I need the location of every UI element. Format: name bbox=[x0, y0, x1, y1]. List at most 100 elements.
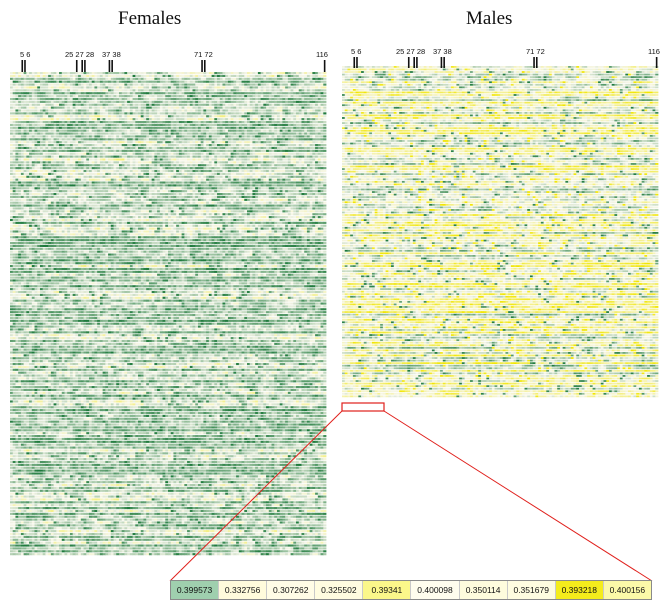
heatmap-cell bbox=[163, 144, 166, 146]
heatmap-cell bbox=[108, 89, 111, 91]
heatmap-cell bbox=[195, 138, 198, 140]
heatmap-cell bbox=[252, 101, 255, 103]
heatmap-cell bbox=[312, 167, 315, 169]
heatmap-cell bbox=[171, 124, 174, 126]
heatmap-cell bbox=[212, 118, 215, 120]
heatmap-cell bbox=[222, 158, 225, 160]
heatmap-cell bbox=[187, 130, 190, 132]
heatmap-cell bbox=[209, 153, 212, 155]
heatmap-cell bbox=[78, 133, 81, 135]
heatmap-cell bbox=[45, 107, 48, 109]
heatmap-cell bbox=[195, 121, 198, 123]
heatmap-cell bbox=[100, 141, 103, 143]
heatmap-cell bbox=[195, 133, 198, 135]
heatmap-cell bbox=[274, 164, 277, 166]
heatmap-cell bbox=[43, 170, 46, 172]
heatmap-cell bbox=[228, 84, 231, 86]
heatmap-cell bbox=[206, 107, 209, 109]
heatmap-cell bbox=[56, 78, 59, 80]
heatmap-cell bbox=[32, 121, 35, 123]
heatmap-cell bbox=[75, 153, 78, 155]
heatmap-cell bbox=[89, 98, 92, 100]
heatmap-cell bbox=[100, 92, 103, 94]
heatmap-cell bbox=[29, 112, 32, 114]
heatmap-cell bbox=[15, 115, 18, 117]
heatmap-cell bbox=[97, 153, 100, 155]
heatmap-cell bbox=[103, 78, 106, 80]
heatmap-cell bbox=[37, 112, 40, 114]
heatmap-cell bbox=[236, 144, 239, 146]
heatmap-cell bbox=[105, 135, 108, 137]
heatmap-cell bbox=[222, 130, 225, 132]
heatmap-cell bbox=[124, 118, 127, 120]
heatmap-cell bbox=[187, 127, 190, 129]
heatmap-cell bbox=[13, 95, 16, 97]
heatmap-cell bbox=[228, 89, 231, 91]
heatmap-cell bbox=[40, 138, 43, 140]
heatmap-cell bbox=[119, 153, 122, 155]
heatmap-cell bbox=[32, 138, 35, 140]
heatmap-cell bbox=[70, 84, 73, 86]
heatmap-cell bbox=[228, 112, 231, 114]
heatmap-cell bbox=[220, 144, 223, 146]
heatmap-cell bbox=[62, 164, 65, 166]
heatmap-cell bbox=[239, 98, 242, 100]
heatmap-cell bbox=[111, 156, 114, 158]
heatmap-cell bbox=[127, 124, 130, 126]
heatmap-cell bbox=[203, 115, 206, 117]
heatmap-cell bbox=[310, 164, 313, 166]
heatmap-cell bbox=[160, 84, 163, 86]
heatmap-cell bbox=[255, 127, 258, 129]
heatmap-cell bbox=[149, 153, 152, 155]
heatmap-cell bbox=[247, 130, 250, 132]
heatmap-cell bbox=[35, 101, 38, 103]
heatmap-cell bbox=[138, 167, 141, 169]
heatmap-cell bbox=[116, 101, 119, 103]
heatmap-cell bbox=[282, 86, 285, 88]
females-heatmap bbox=[10, 72, 326, 555]
heatmap-cell bbox=[247, 161, 250, 163]
heatmap-cell bbox=[182, 158, 185, 160]
heatmap-cell bbox=[70, 138, 73, 140]
heatmap-cell bbox=[239, 95, 242, 97]
heatmap-cell bbox=[81, 170, 84, 172]
heatmap-cell bbox=[114, 112, 117, 114]
heatmap-cell bbox=[312, 115, 315, 117]
heatmap-cell bbox=[105, 84, 108, 86]
heatmap-cell bbox=[62, 147, 65, 149]
heatmap-cell bbox=[73, 156, 76, 158]
heatmap-cell bbox=[75, 112, 78, 114]
heatmap-cell bbox=[307, 150, 310, 152]
heatmap-cell bbox=[222, 170, 225, 172]
heatmap-cell bbox=[127, 135, 130, 137]
heatmap-cell bbox=[135, 92, 138, 94]
heatmap-cell bbox=[124, 156, 127, 158]
heatmap-cell bbox=[24, 101, 27, 103]
heatmap-cell bbox=[13, 173, 16, 175]
heatmap-cell bbox=[133, 84, 136, 86]
heatmap-cell bbox=[43, 115, 46, 117]
heatmap-cell bbox=[133, 153, 136, 155]
heatmap-cell bbox=[135, 147, 138, 149]
heatmap-cell bbox=[296, 109, 299, 111]
heatmap-cell bbox=[277, 121, 280, 123]
heatmap-cell bbox=[13, 81, 16, 83]
heatmap-cell bbox=[312, 141, 315, 143]
heatmap-cell bbox=[160, 101, 163, 103]
heatmap-cell bbox=[288, 72, 291, 74]
heatmap-cell bbox=[133, 130, 136, 132]
heatmap-cell bbox=[217, 158, 220, 160]
heatmap-cell bbox=[141, 98, 144, 100]
heatmap-cell bbox=[81, 107, 84, 109]
heatmap-cell bbox=[266, 156, 269, 158]
heatmap-cell bbox=[73, 115, 76, 117]
heatmap-cell bbox=[149, 135, 152, 137]
heatmap-cell bbox=[59, 107, 62, 109]
heatmap-cell bbox=[152, 133, 155, 135]
heatmap-cell bbox=[293, 135, 296, 137]
heatmap-cell bbox=[288, 138, 291, 140]
heatmap-cell bbox=[190, 161, 193, 163]
heatmap-cell bbox=[239, 109, 242, 111]
heatmap-cell bbox=[51, 164, 54, 166]
heatmap-cell bbox=[105, 158, 108, 160]
